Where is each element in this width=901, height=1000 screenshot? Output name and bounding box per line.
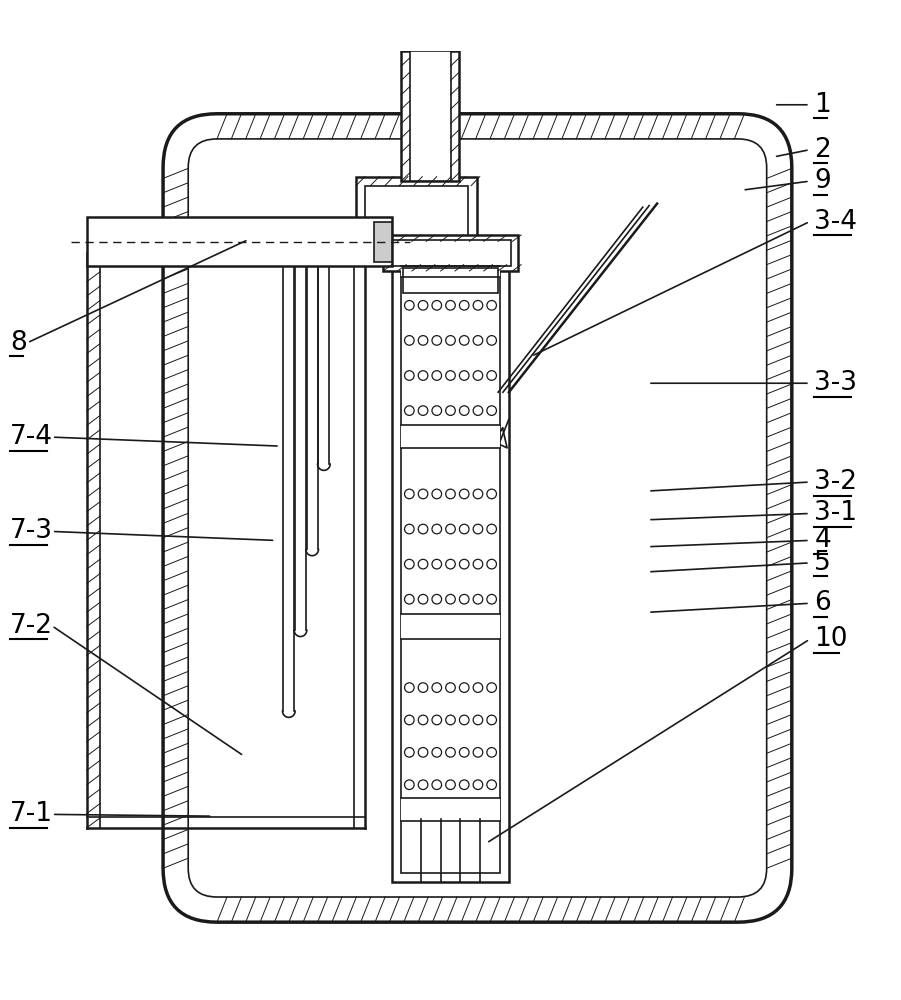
Text: 7-4: 7-4 — [11, 424, 53, 450]
Bar — [403, 268, 498, 293]
FancyBboxPatch shape — [188, 139, 767, 897]
Bar — [390, 240, 511, 266]
Bar — [374, 222, 392, 262]
Bar — [401, 614, 500, 639]
Bar — [365, 186, 469, 244]
Text: 6: 6 — [815, 590, 831, 616]
Bar — [401, 51, 460, 181]
Text: 3-3: 3-3 — [815, 370, 857, 396]
Text: 3-4: 3-4 — [815, 209, 857, 235]
Bar — [392, 257, 509, 882]
Text: 3-2: 3-2 — [815, 469, 857, 495]
Text: 3-1: 3-1 — [815, 500, 857, 526]
Text: 4: 4 — [815, 527, 831, 553]
Text: 9: 9 — [815, 168, 831, 194]
Text: 2: 2 — [815, 137, 831, 163]
Bar — [401, 425, 500, 448]
Bar — [410, 51, 450, 181]
Text: 7-2: 7-2 — [11, 613, 53, 639]
Bar — [401, 798, 500, 821]
Text: 10: 10 — [815, 626, 848, 652]
Text: 7-3: 7-3 — [11, 518, 53, 544]
Text: 8: 8 — [11, 330, 27, 356]
FancyBboxPatch shape — [163, 114, 792, 922]
Bar — [383, 235, 518, 271]
Bar — [401, 266, 500, 873]
Text: 5: 5 — [815, 550, 831, 576]
Bar — [401, 266, 500, 277]
Text: 1: 1 — [815, 92, 831, 118]
Text: 7-1: 7-1 — [11, 801, 53, 827]
Bar — [356, 177, 478, 253]
Bar — [86, 217, 392, 266]
